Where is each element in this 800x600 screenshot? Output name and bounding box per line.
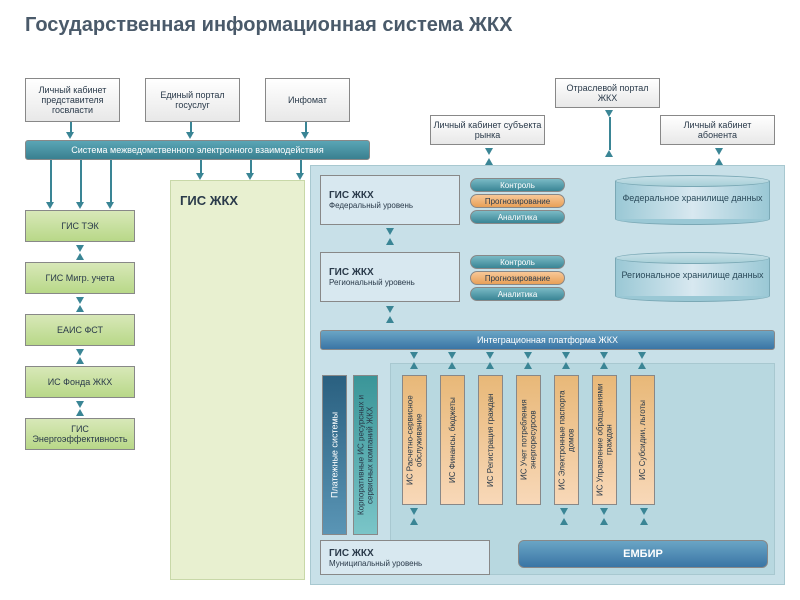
arrow-icon [600,352,608,359]
arrow-icon [106,202,114,209]
gis-zhkh-label: ГИС ЖКХ [180,193,238,208]
arrow-icon [410,518,418,525]
arrow-icon [600,508,608,515]
arrow-icon [196,173,204,180]
arrow-icon [386,228,394,235]
arrow-icon [410,362,418,369]
arrow-icon [410,352,418,359]
fed-sub: Федеральный уровень [329,201,413,210]
arrow-icon [486,362,494,369]
box-eais-fst: ЕАИС ФСТ [25,314,135,346]
pill-reg-analytics: Аналитика [470,287,565,301]
arrow-icon [448,352,456,359]
arrow-icon [560,508,568,515]
arrow-icon [486,352,494,359]
box-payment-systems: Платежные системы [322,375,347,535]
box-is-energy: ИС Учет потребления энергоресурсов [516,375,541,505]
arrow-icon [76,349,84,356]
arrow-icon [715,158,723,165]
arrow-icon [560,518,568,525]
arrow-icon [605,110,613,117]
arrow-icon [76,245,84,252]
box-gis-tek: ГИС ТЭК [25,210,135,242]
arrow-icon [301,132,309,139]
pill-fed-analytics: Аналитика [470,210,565,224]
box-is-calc: ИС Расчетно-сервисное обслуживание [402,375,427,505]
pill-fed-control: Контроль [470,178,565,192]
arrow-icon [76,357,84,364]
arrow-icon [638,362,646,369]
arrow-icon [66,132,74,139]
arrow [110,160,112,204]
fed-title: ГИС ЖКХ [329,190,374,201]
box-corporate-is: Корпоративные ИС ресурсных и сервисных к… [353,375,378,535]
arrow [80,160,82,204]
arrow-icon [638,352,646,359]
arrow-icon [640,508,648,515]
storage-reg-label: Региональное хранилище данных [615,270,770,280]
box-is-appeals: ИС Управление обращениями граждан [592,375,617,505]
arrow-icon [386,306,394,313]
box-gosuslugi: Единый портал госуслуг [145,78,240,122]
arrow-icon [76,202,84,209]
arrow-icon [296,173,304,180]
reg-title: ГИС ЖКХ [329,267,374,278]
box-gis-energy: ГИС Энергоэффективность [25,418,135,450]
arrow-icon [524,362,532,369]
arrow-icon [246,173,254,180]
arrow-icon [76,305,84,312]
arrow-icon [76,297,84,304]
box-embir: ЕМБИР [518,540,768,568]
arrow-icon [448,362,456,369]
pill-reg-forecast: Прогнозирование [470,271,565,285]
arrow-icon [562,352,570,359]
mun-title: ГИС ЖКХ [329,548,374,559]
box-is-passport: ИС Электронные паспорта домов [554,375,579,505]
smev-bar: Система межведомственного электронного в… [25,140,370,160]
mun-sub: Муниципальный уровень [329,559,422,568]
cylinder-regional: Региональное хранилище данных [615,252,770,302]
arrow-icon [605,150,613,157]
page-title: Государственная информационная система Ж… [25,14,512,37]
arrow-icon [524,352,532,359]
arrow-icon [600,518,608,525]
box-is-reg: ИС Регистрация граждан [478,375,503,505]
box-lk-gov: Личный кабинет представителя госвласти [25,78,120,122]
box-infomat: Инфомат [265,78,350,122]
diagram-container: { "title": "Государственная информационн… [0,0,800,600]
pill-fed-forecast: Прогнозирование [470,194,565,208]
reg-sub: Региональный уровень [329,278,415,287]
arrow-icon [410,508,418,515]
box-is-subsidy: ИС Субсидии, льготы [630,375,655,505]
box-lk-market: Личный кабинет субъекта рынка [430,115,545,145]
integration-bar: Интеграционная платформа ЖКХ [320,330,775,350]
box-is-finance: ИС Финансы, бюджеты [440,375,465,505]
box-municipal: ГИС ЖКХ Муниципальный уровень [320,540,490,575]
box-is-fond: ИС Фонда ЖКХ [25,366,135,398]
arrow-icon [186,132,194,139]
box-regional: ГИС ЖКХ Региональный уровень [320,252,460,302]
box-lk-subscriber: Личный кабинет абонента [660,115,775,145]
arrow-icon [600,362,608,369]
box-federal: ГИС ЖКХ Федеральный уровень [320,175,460,225]
box-gis-migr: ГИС Мигр. учета [25,262,135,294]
arrow-icon [386,316,394,323]
arrow [609,117,611,150]
arrow-icon [485,158,493,165]
bg-gis-zhkh [170,180,305,580]
arrow [50,160,52,204]
box-portal-zhkh: Отраслевой портал ЖКХ [555,78,660,108]
arrow-icon [640,518,648,525]
cylinder-federal: Федеральное хранилище данных [615,175,770,225]
arrow-icon [46,202,54,209]
arrow-icon [715,148,723,155]
pill-reg-control: Контроль [470,255,565,269]
arrow-icon [562,362,570,369]
arrow-icon [76,401,84,408]
storage-fed-label: Федеральное хранилище данных [615,193,770,203]
arrow-icon [76,253,84,260]
arrow-icon [485,148,493,155]
arrow-icon [76,409,84,416]
arrow-icon [386,238,394,245]
